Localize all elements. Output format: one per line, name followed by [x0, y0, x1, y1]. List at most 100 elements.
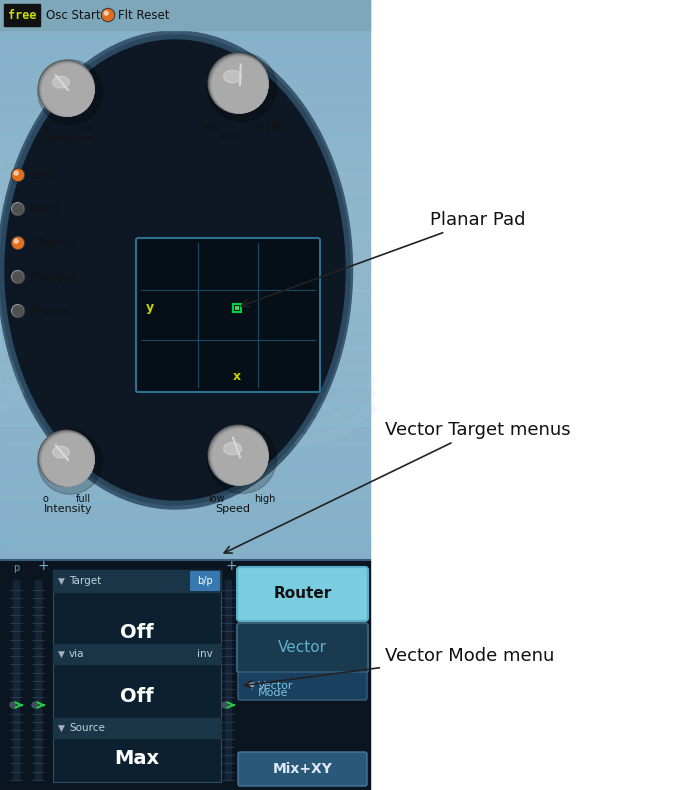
Ellipse shape [224, 442, 241, 455]
Bar [0, 194, 370, 213]
Bar [35, 580, 41, 780]
Circle shape [14, 171, 18, 175]
Ellipse shape [224, 70, 241, 83]
Ellipse shape [212, 429, 267, 485]
Ellipse shape [211, 428, 267, 485]
Text: Mode: Mode [258, 688, 289, 698]
FancyBboxPatch shape [237, 567, 368, 621]
Text: Vector Target menus: Vector Target menus [224, 421, 570, 553]
Ellipse shape [12, 203, 23, 214]
Circle shape [101, 9, 114, 21]
Text: Mix+XY: Mix+XY [272, 762, 332, 776]
Text: Max: Max [114, 748, 159, 768]
Text: Intensity: Intensity [44, 504, 92, 514]
Text: high: high [254, 494, 276, 504]
Bar [0, 483, 370, 502]
Text: ▼: ▼ [58, 577, 65, 585]
Bar [0, 502, 370, 521]
Bar [0, 387, 370, 405]
Ellipse shape [41, 433, 94, 486]
Bar [0, 290, 370, 309]
Ellipse shape [209, 426, 268, 485]
Bar [233, 303, 241, 311]
Bar [0, 310, 370, 329]
FancyBboxPatch shape [238, 672, 367, 700]
Ellipse shape [207, 424, 276, 494]
Text: free: free [8, 9, 36, 21]
FancyBboxPatch shape [190, 571, 220, 591]
Ellipse shape [13, 204, 23, 214]
Ellipse shape [13, 272, 23, 282]
Text: full: full [76, 494, 91, 504]
Bar [0, 348, 370, 367]
Ellipse shape [41, 63, 94, 116]
Text: ▼: ▼ [58, 649, 65, 659]
Text: Distortion: Distortion [41, 134, 95, 144]
Ellipse shape [40, 62, 94, 116]
Text: Chorus: Chorus [30, 236, 74, 250]
Bar [0, 464, 370, 483]
Text: bright: bright [252, 121, 281, 131]
Bar [0, 232, 370, 251]
Circle shape [12, 304, 25, 318]
Ellipse shape [0, 35, 350, 505]
Bar [53, 718, 221, 738]
Ellipse shape [40, 432, 94, 486]
Ellipse shape [207, 52, 276, 122]
Ellipse shape [12, 305, 23, 316]
Ellipse shape [12, 306, 23, 316]
Text: Soft: Soft [30, 168, 55, 182]
Text: x: x [233, 370, 241, 382]
Ellipse shape [208, 425, 268, 485]
Ellipse shape [12, 272, 23, 282]
Ellipse shape [209, 55, 268, 113]
Bar [0, 116, 370, 135]
Ellipse shape [0, 31, 352, 509]
Text: Osc Start: Osc Start [46, 9, 101, 21]
Bar [0, 58, 370, 77]
Ellipse shape [211, 56, 267, 113]
Ellipse shape [38, 60, 102, 124]
Text: Tone: Tone [219, 131, 245, 141]
Ellipse shape [12, 305, 23, 316]
Text: ▼: ▼ [58, 724, 65, 732]
Ellipse shape [42, 435, 94, 486]
Text: Phaser: Phaser [30, 304, 73, 318]
Text: y: y [146, 301, 154, 314]
Circle shape [32, 702, 38, 708]
Ellipse shape [40, 431, 94, 486]
Ellipse shape [213, 430, 267, 484]
Bar [0, 78, 370, 96]
Ellipse shape [40, 433, 94, 486]
Bar [235, 306, 239, 310]
Bar [0, 175, 370, 193]
Ellipse shape [40, 62, 94, 116]
Ellipse shape [209, 427, 268, 485]
FancyBboxPatch shape [238, 752, 367, 786]
Bar [53, 644, 221, 664]
Bar [0, 522, 370, 540]
Bar [0, 155, 370, 174]
Bar [13, 580, 19, 780]
Ellipse shape [12, 204, 23, 214]
Ellipse shape [53, 77, 69, 88]
Bar [0, 329, 370, 348]
Ellipse shape [38, 431, 94, 487]
Bar [0, 213, 370, 231]
Ellipse shape [12, 306, 23, 316]
Circle shape [12, 170, 23, 181]
Text: p: p [13, 563, 19, 573]
Bar [0, 136, 370, 155]
Text: Vector Mode menu: Vector Mode menu [245, 647, 554, 688]
Text: +: + [225, 559, 237, 573]
Circle shape [12, 238, 23, 249]
Ellipse shape [12, 271, 23, 282]
Text: Planar Pad: Planar Pad [241, 211, 525, 307]
Text: dark: dark [204, 121, 226, 131]
Text: Flt Reset: Flt Reset [118, 9, 170, 21]
Ellipse shape [211, 55, 268, 113]
Ellipse shape [5, 40, 345, 500]
Bar [0, 271, 370, 290]
Bar [0, 40, 370, 58]
Ellipse shape [13, 306, 23, 316]
